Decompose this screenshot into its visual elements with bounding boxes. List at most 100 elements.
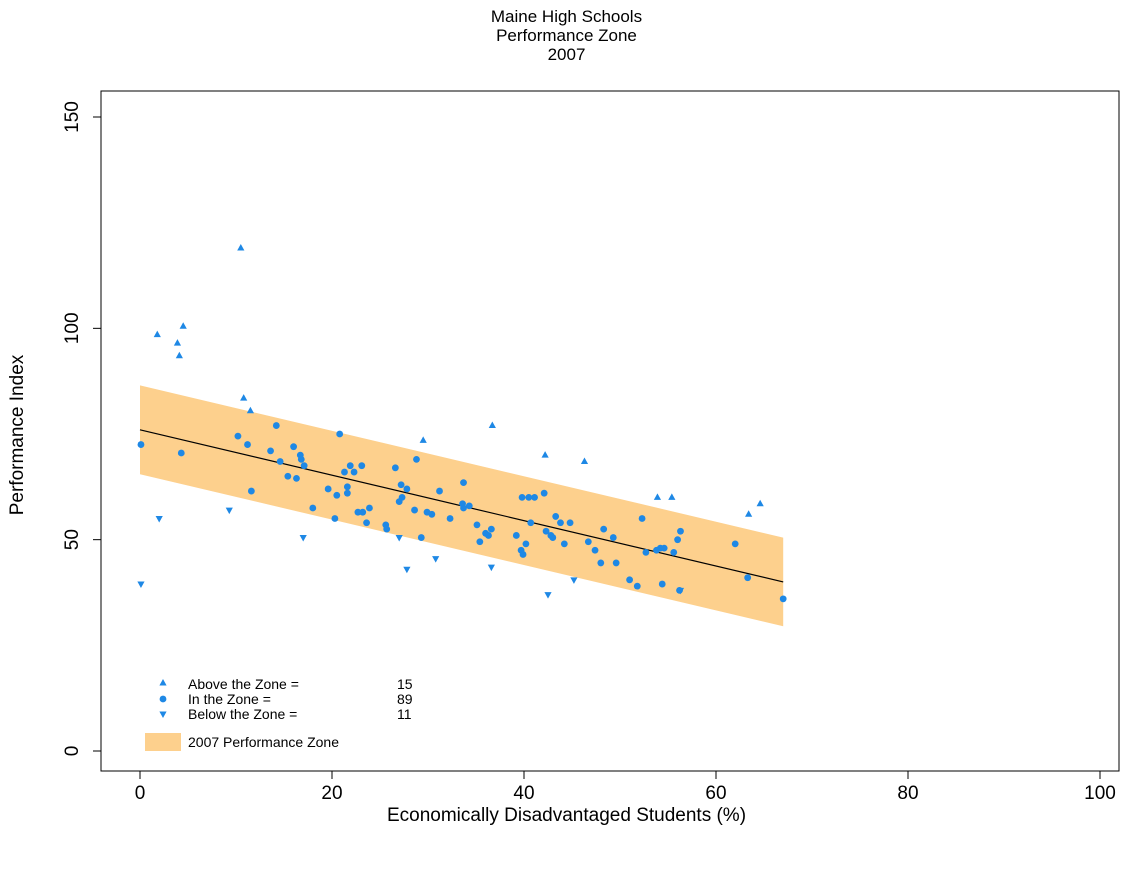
data-point-in xyxy=(600,525,608,533)
data-point-in xyxy=(626,576,633,584)
data-point-in xyxy=(398,494,406,501)
data-point-in xyxy=(359,508,367,516)
data-point-in xyxy=(612,559,620,567)
data-point-in xyxy=(290,443,297,451)
data-point-in xyxy=(341,468,348,476)
data-point-in xyxy=(522,540,530,548)
data-point-below xyxy=(570,577,578,584)
data-point-below xyxy=(487,564,495,572)
legend-label-below: Below the Zone = xyxy=(188,706,298,722)
data-point-in xyxy=(343,483,351,491)
data-point-in xyxy=(744,574,752,582)
data-point-in xyxy=(731,540,739,548)
legend-count-in: 89 xyxy=(397,691,413,707)
data-point-in xyxy=(428,510,436,518)
data-points xyxy=(137,244,787,603)
x-tick-label: 20 xyxy=(321,783,342,804)
x-tick-label: 40 xyxy=(513,783,534,804)
data-point-above xyxy=(237,244,245,251)
data-point-in xyxy=(436,487,443,495)
data-point-below xyxy=(225,507,233,515)
data-point-in xyxy=(333,491,341,499)
data-point-above xyxy=(653,493,662,500)
x-tick-label: 60 xyxy=(705,783,726,804)
x-tick-label: 100 xyxy=(1084,783,1116,804)
data-point-in xyxy=(391,464,399,472)
data-point-in xyxy=(518,494,526,501)
data-point-in xyxy=(363,519,370,527)
x-tick-label: 0 xyxy=(135,783,146,804)
data-point-above xyxy=(745,510,753,517)
data-point-above xyxy=(246,406,254,414)
data-point-in xyxy=(350,468,358,476)
data-point-above xyxy=(580,457,589,464)
legend-label-above: Above the Zone = xyxy=(188,676,299,692)
chart-title-line-3: 2007 xyxy=(547,45,586,64)
data-point-in xyxy=(549,534,557,541)
data-point-in xyxy=(642,548,650,556)
data-point-in xyxy=(527,519,535,527)
data-point-above xyxy=(173,339,182,346)
data-point-in xyxy=(512,532,520,539)
data-point-below xyxy=(155,516,163,523)
legend-label-zone: 2007 Performance Zone xyxy=(188,734,339,750)
data-point-below xyxy=(395,535,403,542)
data-point-in xyxy=(609,534,617,541)
data-point-in xyxy=(531,494,538,501)
data-point-in xyxy=(540,489,548,497)
data-point-above xyxy=(153,330,161,338)
x-tick-label: 80 xyxy=(897,783,918,804)
data-point-in xyxy=(324,485,332,493)
data-point-in xyxy=(677,527,684,535)
data-point-in xyxy=(267,447,274,455)
legend-count-above: 15 xyxy=(397,676,413,692)
data-point-in xyxy=(272,422,280,429)
data-point-in xyxy=(460,479,467,487)
data-point-in xyxy=(244,441,251,448)
data-point-in xyxy=(234,432,242,440)
x-axis-label: Economically Disadvantaged Students (%) xyxy=(386,805,747,826)
data-point-in xyxy=(366,504,373,512)
data-point-in xyxy=(137,441,145,448)
data-point-above xyxy=(756,499,764,507)
data-point-in xyxy=(638,515,646,522)
data-point-above xyxy=(179,322,187,329)
data-point-in xyxy=(354,508,362,516)
chart-title-line-2: Performance Zone xyxy=(496,26,637,45)
data-point-in xyxy=(591,546,599,554)
data-point-in xyxy=(411,506,418,514)
chart-title-line-1: Maine High Schools xyxy=(490,7,643,26)
data-point-in xyxy=(177,449,185,457)
legend-label-in: In the Zone = xyxy=(188,691,271,707)
data-point-above xyxy=(419,436,427,443)
data-point-in xyxy=(293,474,300,482)
data-point-below xyxy=(432,556,440,563)
data-point-in xyxy=(336,430,344,438)
y-axis-label: Performance Index xyxy=(7,354,28,516)
data-point-in xyxy=(552,513,560,520)
data-point-in xyxy=(633,582,641,590)
data-point-in xyxy=(597,559,605,567)
data-point-in xyxy=(670,548,678,556)
legend-symbol-below xyxy=(159,711,167,718)
data-point-in xyxy=(331,515,339,522)
data-point-in xyxy=(560,540,568,548)
data-point-above xyxy=(175,351,183,359)
y-tick-label: 50 xyxy=(62,529,83,550)
data-point-in xyxy=(674,536,681,544)
data-point-in xyxy=(346,462,354,470)
data-point-in xyxy=(487,525,495,533)
y-tick-label: 100 xyxy=(62,312,83,344)
data-point-in xyxy=(284,472,292,480)
data-point-in xyxy=(566,519,574,527)
data-point-below xyxy=(544,592,552,599)
data-point-above xyxy=(240,394,248,401)
data-point-in xyxy=(358,462,366,470)
data-point-in xyxy=(525,494,533,501)
data-point-in xyxy=(413,455,420,463)
data-point-below xyxy=(299,535,307,542)
data-point-above xyxy=(541,451,549,458)
data-point-in xyxy=(542,527,550,535)
data-point-in xyxy=(417,534,425,541)
data-point-in xyxy=(779,595,787,603)
